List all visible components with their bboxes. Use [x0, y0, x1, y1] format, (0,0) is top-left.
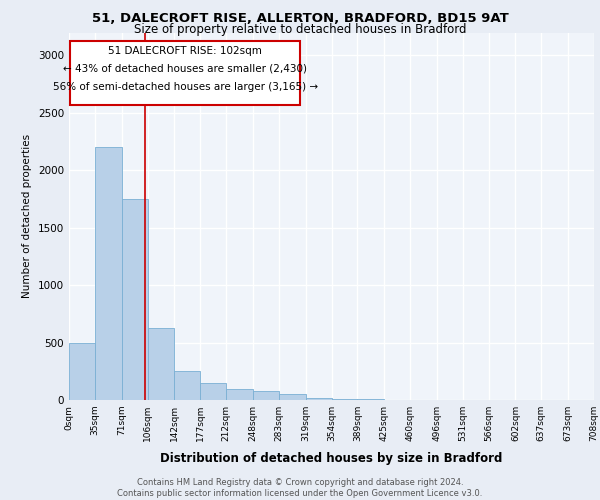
Text: 56% of semi-detached houses are larger (3,165) →: 56% of semi-detached houses are larger (… — [53, 82, 318, 92]
FancyBboxPatch shape — [70, 40, 301, 105]
Bar — [69, 342, 95, 400]
Bar — [200, 383, 226, 400]
Bar — [279, 394, 305, 400]
Text: Size of property relative to detached houses in Bradford: Size of property relative to detached ho… — [134, 22, 466, 36]
Text: ← 43% of detached houses are smaller (2,430): ← 43% of detached houses are smaller (2,… — [64, 64, 307, 74]
Bar — [95, 148, 122, 400]
Bar — [122, 199, 148, 400]
Bar — [305, 398, 331, 400]
Bar — [253, 392, 279, 400]
Text: 51, DALECROFT RISE, ALLERTON, BRADFORD, BD15 9AT: 51, DALECROFT RISE, ALLERTON, BRADFORD, … — [92, 12, 508, 26]
Text: 51 DALECROFT RISE: 102sqm: 51 DALECROFT RISE: 102sqm — [109, 46, 262, 56]
X-axis label: Distribution of detached houses by size in Bradford: Distribution of detached houses by size … — [160, 452, 503, 466]
Bar — [148, 328, 174, 400]
Y-axis label: Number of detached properties: Number of detached properties — [22, 134, 32, 298]
Text: Contains HM Land Registry data © Crown copyright and database right 2024.
Contai: Contains HM Land Registry data © Crown c… — [118, 478, 482, 498]
Bar — [331, 399, 358, 400]
Bar — [226, 388, 253, 400]
Bar — [174, 372, 200, 400]
